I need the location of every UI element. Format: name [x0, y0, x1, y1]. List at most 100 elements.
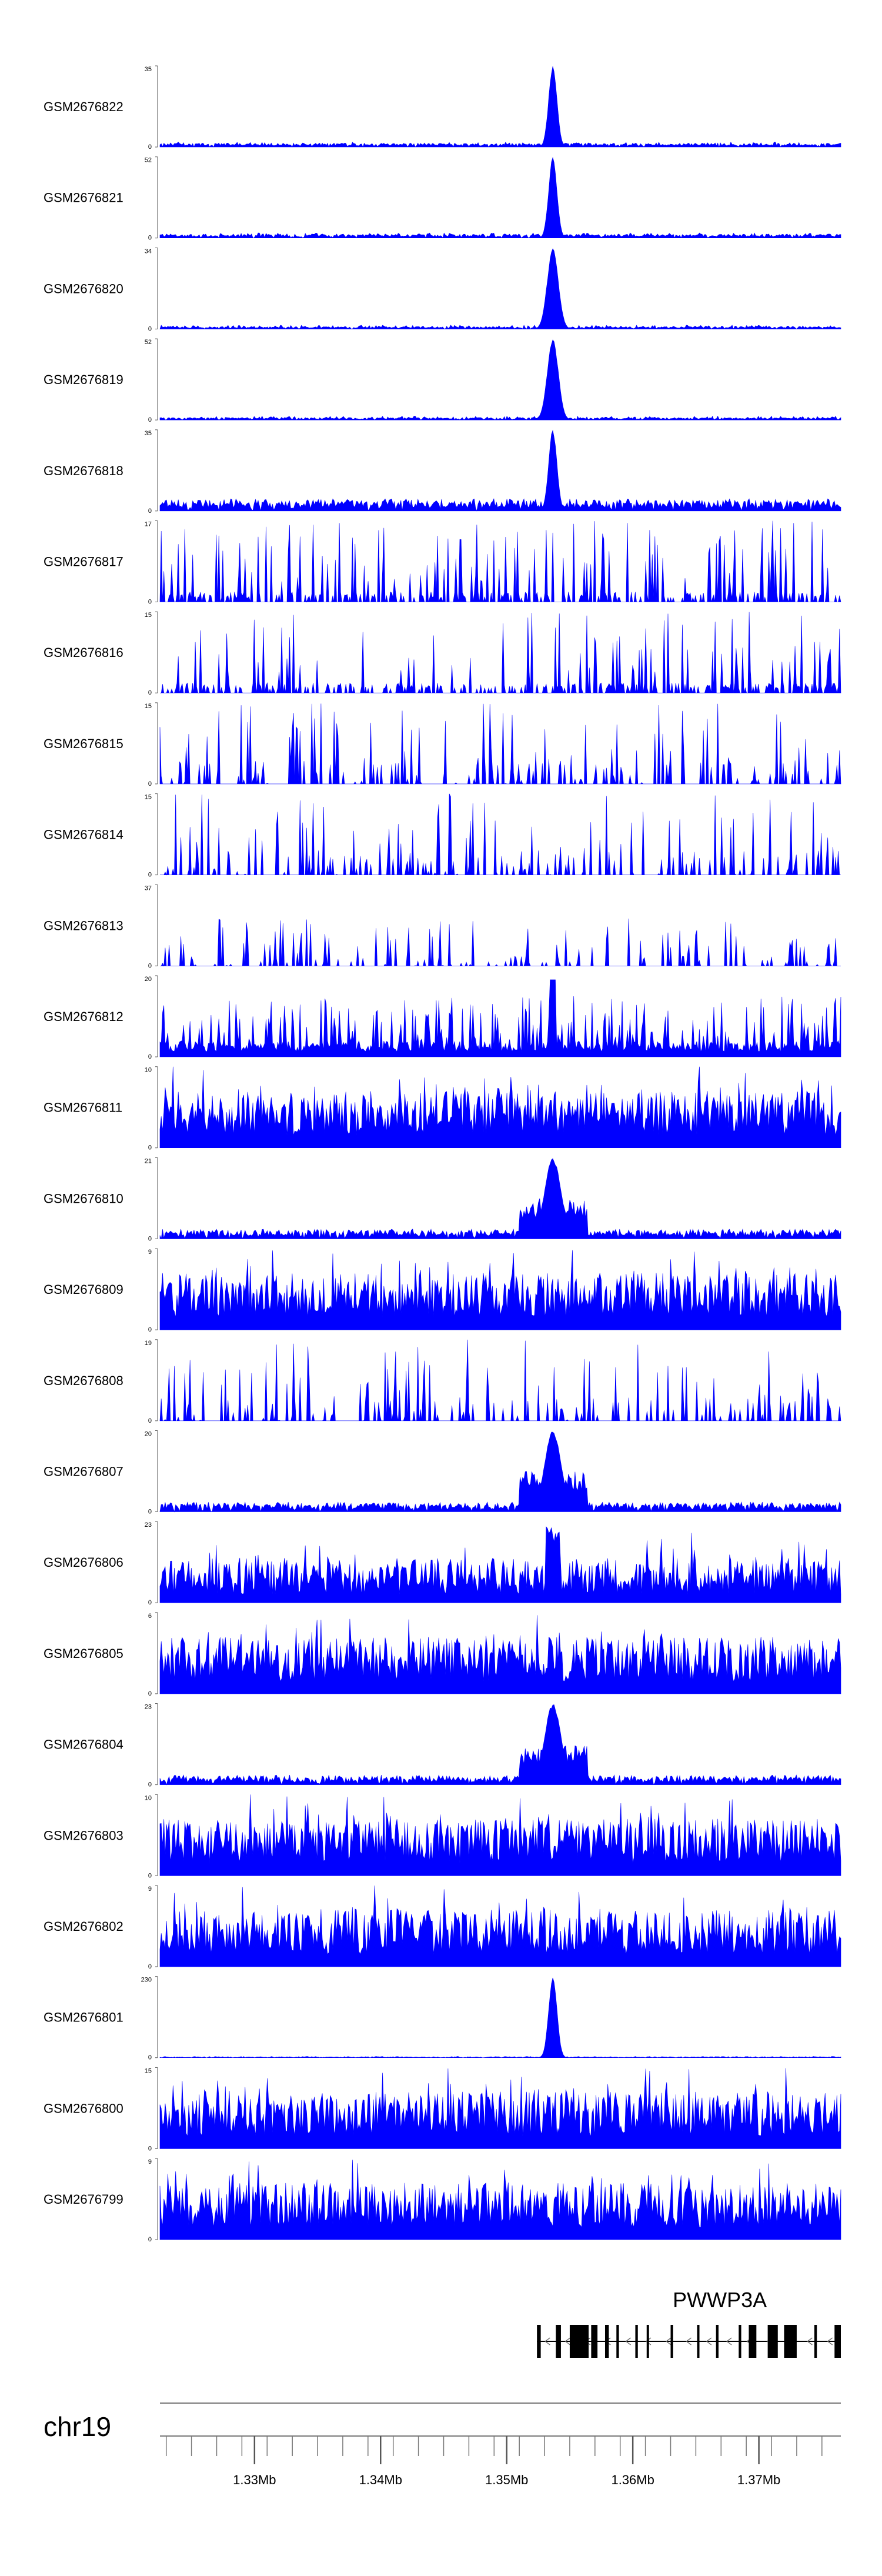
gene-exon	[767, 2325, 778, 2358]
strand-chevron	[645, 2337, 652, 2345]
coverage-tracks: GSM2676822350GSM2676821520GSM2676820340G…	[44, 65, 841, 2243]
strand-chevron	[686, 2337, 691, 2345]
y-axis-max-label: 6	[148, 1613, 152, 1620]
coverage-track: GSM2676809 9 0	[44, 1248, 841, 1333]
coverage-track: GSM2676800 15 0	[44, 2067, 841, 2152]
y-axis-max-label: 52	[145, 157, 152, 164]
y-axis-max-label: 15	[145, 794, 152, 801]
gene-exon	[616, 2325, 619, 2358]
coverage-track: GSM2676814 15 0	[44, 793, 841, 879]
track-label: GSM2676822	[44, 99, 123, 114]
gene-exon	[716, 2325, 719, 2358]
coverage-track: GSM2676801 230 0	[44, 1976, 841, 2061]
y-axis-max-label: 10	[145, 1067, 152, 1074]
track-label: GSM2676801	[44, 2010, 123, 2025]
track-label: GSM2676799	[44, 2192, 123, 2207]
y-axis-max-label: 20	[145, 976, 152, 983]
y-axis-min-label: 0	[148, 1690, 152, 1697]
coverage-track: GSM2676815 15 0	[44, 702, 841, 788]
axis-tick-label: 1.36Mb	[611, 2472, 654, 2487]
coverage-track: GSM2676799 9 0	[44, 2158, 841, 2243]
gene-exon	[604, 2325, 609, 2358]
coverage-track: GSM2676819 52 0	[44, 338, 841, 423]
y-axis-max-label: 9	[148, 1886, 152, 1893]
y-axis-max-label: 35	[145, 66, 152, 73]
track-label: GSM2676810	[44, 1191, 123, 1206]
gene-exon	[834, 2325, 841, 2358]
coverage-area	[159, 979, 841, 1057]
y-axis-min-label: 0	[148, 508, 152, 515]
y-axis-min-label: 0	[148, 2145, 152, 2152]
y-axis-max-label: 10	[145, 1794, 152, 1801]
y-axis-min-label: 0	[148, 1872, 152, 1879]
coverage-area	[159, 66, 841, 148]
coverage-area	[159, 248, 841, 330]
track-label: GSM2676802	[44, 1919, 123, 1934]
strand-chevron	[726, 2337, 732, 2345]
y-axis-min-label: 0	[148, 1509, 152, 1516]
track-label: GSM2676814	[44, 827, 123, 842]
y-axis-min-label: 0	[148, 689, 152, 696]
y-axis-min-label: 0	[148, 2054, 152, 2061]
coverage-area	[159, 1885, 841, 1967]
track-label: GSM2676809	[44, 1282, 123, 1297]
track-label: GSM2676819	[44, 372, 123, 387]
axis-tick-label: 1.35Mb	[485, 2472, 528, 2487]
y-axis-max-label: 34	[145, 248, 152, 255]
gene-exon	[635, 2325, 638, 2358]
gene-name-label: PWWP3A	[673, 2288, 767, 2312]
axis-tick-label: 1.33Mb	[233, 2472, 276, 2487]
coverage-track: GSM2676812 20 0	[44, 975, 841, 1060]
track-label: GSM2676804	[44, 1737, 123, 1752]
track-label: GSM2676813	[44, 918, 123, 933]
chromosome-label: chr19	[44, 2411, 111, 2442]
y-axis-min-label: 0	[148, 1144, 152, 1152]
coverage-track: GSM2676817 17 0	[44, 520, 841, 606]
coverage-track: GSM2676820 34 0	[44, 247, 841, 332]
gene-exon	[537, 2325, 541, 2358]
gene-exon	[646, 2325, 649, 2358]
y-axis-min-label: 0	[148, 325, 152, 332]
y-axis-min-label: 0	[148, 962, 152, 969]
y-axis-min-label: 0	[148, 872, 152, 879]
y-axis-min-label: 0	[148, 599, 152, 606]
track-label: GSM2676812	[44, 1009, 123, 1024]
coverage-area	[159, 156, 841, 239]
coverage-area	[159, 2068, 841, 2149]
y-axis-min-label: 0	[148, 416, 152, 423]
coverage-track: GSM2676808 19 0	[44, 1339, 841, 1424]
y-axis-min-label: 0	[148, 1599, 152, 1606]
y-axis-min-label: 0	[148, 780, 152, 788]
y-axis-max-label: 19	[145, 1340, 152, 1347]
gene-exon	[814, 2325, 817, 2358]
y-axis-max-label: 23	[145, 1521, 152, 1529]
strand-chevron	[666, 2337, 671, 2345]
strand-chevron	[827, 2337, 833, 2345]
y-axis-min-label: 0	[148, 2236, 152, 2243]
y-axis-max-label: 15	[145, 703, 152, 710]
track-label: GSM2676807	[44, 1464, 123, 1479]
coverage-track: GSM2676807 20 0	[44, 1430, 841, 1516]
coverage-track: GSM2676813 37 0	[44, 884, 841, 969]
coverage-area	[159, 520, 841, 603]
coverage-track: GSM2676821 52 0	[44, 156, 841, 242]
track-label: GSM2676805	[44, 1646, 123, 1661]
coverage-area	[159, 1704, 841, 1786]
y-axis-max-label: 15	[145, 2067, 152, 2074]
y-axis-max-label: 9	[148, 2158, 152, 2165]
gene-exon	[739, 2325, 741, 2358]
coverage-area	[160, 612, 841, 694]
coverage-track: GSM2676811 10 0	[44, 1066, 841, 1152]
track-label: GSM2676821	[44, 191, 123, 205]
coverage-area	[159, 1432, 841, 1513]
coverage-track: GSM2676806 23 0	[44, 1521, 841, 1606]
coverage-area	[159, 1250, 841, 1330]
track-label: GSM2676815	[44, 736, 123, 751]
coverage-area	[159, 703, 841, 785]
gene-exon	[697, 2325, 700, 2358]
y-axis-max-label: 9	[148, 1249, 152, 1256]
coverage-area	[160, 918, 841, 967]
coverage-area	[159, 1794, 841, 1876]
y-axis-max-label: 52	[145, 339, 152, 346]
